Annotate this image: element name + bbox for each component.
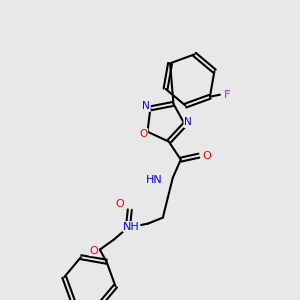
Text: NH: NH: [123, 222, 140, 232]
Text: O: O: [116, 199, 124, 208]
Text: N: N: [142, 101, 150, 111]
Text: O: O: [89, 246, 98, 256]
Text: N: N: [184, 117, 192, 128]
Text: O: O: [202, 151, 211, 160]
Text: O: O: [140, 129, 148, 139]
Text: F: F: [224, 90, 230, 100]
Text: HN: HN: [146, 175, 163, 184]
